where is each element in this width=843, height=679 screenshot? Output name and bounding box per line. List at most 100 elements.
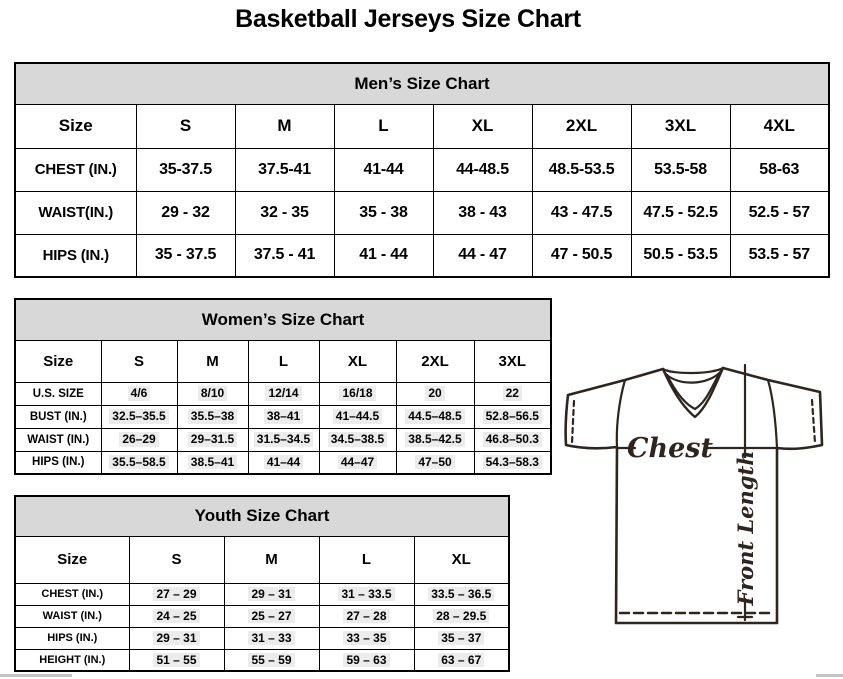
value-cell: 52.5 - 57 <box>729 190 830 235</box>
size-header-cell: XL <box>318 339 397 383</box>
value-cell: 54.3–58.3 <box>473 450 552 475</box>
highlighted-value: 35.5–38 <box>187 409 238 424</box>
size-header-cell: M <box>234 103 335 149</box>
row-label-cell: HEIGHT (IN.) <box>14 648 130 672</box>
row-label-cell: CHEST (IN.) <box>14 147 137 192</box>
highlighted-value: 29 – 31 <box>153 630 200 646</box>
highlighted-value: 33 – 35 <box>343 630 390 646</box>
collar-v-outer <box>661 366 725 419</box>
highlighted-value: 41–44.5 <box>332 409 383 424</box>
highlighted-value: 12/14 <box>265 386 302 401</box>
value-cell: 24 – 25 <box>128 604 225 628</box>
value-cell: 8/10 <box>176 381 249 406</box>
value-cell: 38.5–41 <box>176 450 249 475</box>
highlighted-value: 32.5–35.5 <box>109 409 169 424</box>
value-cell: 4/6 <box>100 381 178 406</box>
value-cell: 44-48.5 <box>432 147 533 192</box>
highlighted-value: 35 – 37 <box>438 630 485 646</box>
front-length-label-backing <box>731 458 758 598</box>
collar-v-inner <box>665 372 721 411</box>
value-cell: 29 - 32 <box>135 190 236 235</box>
horizontal-scrollbar-fragment-right[interactable] <box>816 674 843 677</box>
value-cell: 35 – 37 <box>413 626 510 650</box>
value-cell: 35 - 37.5 <box>135 233 236 278</box>
highlighted-value: 29 – 31 <box>248 586 295 602</box>
value-cell: 38 - 43 <box>432 190 533 235</box>
value-cell: 33.5 – 36.5 <box>413 582 510 606</box>
value-cell: 59 – 63 <box>318 648 415 672</box>
highlighted-value: 44.5–48.5 <box>405 409 465 424</box>
size-header-cell: S <box>128 535 225 584</box>
highlighted-value: 26–29 <box>119 432 159 447</box>
highlighted-value: 38.5–41 <box>187 455 238 470</box>
value-cell: 51 – 55 <box>128 648 225 672</box>
highlighted-value: 34.5–38.5 <box>327 432 388 447</box>
women-chart-title: Women’s Size Chart <box>14 298 552 341</box>
value-cell: 55 – 59 <box>223 648 320 672</box>
row-label-cell: HIPS (IN.) <box>14 626 130 650</box>
highlighted-value: 4/6 <box>127 386 151 401</box>
value-cell: 35.5–58.5 <box>100 450 178 475</box>
value-cell: 53.5-58 <box>630 147 731 192</box>
value-cell: 44 - 47 <box>432 233 533 278</box>
value-cell: 12/14 <box>247 381 320 406</box>
size-header-cell: XL <box>413 535 510 584</box>
highlighted-value: 28 – 29.5 <box>433 608 490 624</box>
size-header-cell: Size <box>14 339 102 383</box>
highlighted-value: 46.8–50.3 <box>482 432 542 447</box>
highlighted-value: 44–47 <box>337 455 378 470</box>
size-header-cell: Size <box>14 103 137 149</box>
highlighted-value: 38–41 <box>263 409 304 424</box>
value-cell: 44–47 <box>318 450 397 475</box>
value-cell: 43 - 47.5 <box>531 190 632 235</box>
value-cell: 31.5–34.5 <box>247 427 320 452</box>
highlighted-value: 52.8–56.5 <box>482 409 542 424</box>
row-label-cell: WAIST(IN.) <box>14 190 137 235</box>
highlighted-value: 33.5 – 36.5 <box>428 586 495 602</box>
value-cell: 38.5–42.5 <box>395 427 475 452</box>
highlighted-value: 41–44 <box>263 455 304 470</box>
value-cell: 37.5 - 41 <box>234 233 335 278</box>
value-cell: 25 – 27 <box>223 604 320 628</box>
value-cell: 33 – 35 <box>318 626 415 650</box>
highlighted-value: 29–31.5 <box>187 432 238 447</box>
highlighted-value: 31.5–34.5 <box>253 432 314 447</box>
highlighted-value: 47–50 <box>415 455 455 470</box>
size-header-cell: Size <box>14 535 130 584</box>
row-label-cell: WAIST (IN.) <box>14 427 102 452</box>
value-cell: 47.5 - 52.5 <box>630 190 731 235</box>
value-cell: 46.8–50.3 <box>473 427 552 452</box>
size-header-cell: 4XL <box>729 103 830 149</box>
value-cell: 16/18 <box>318 381 397 406</box>
size-header-cell: M <box>223 535 320 584</box>
size-header-cell: S <box>100 339 178 383</box>
highlighted-value: 38.5–42.5 <box>405 432 465 447</box>
highlighted-value: 31 – 33.5 <box>338 586 395 602</box>
value-cell: 31 – 33.5 <box>318 582 415 606</box>
value-cell: 50.5 - 53.5 <box>630 233 731 278</box>
value-cell: 44.5–48.5 <box>395 404 475 429</box>
value-cell: 32.5–35.5 <box>100 404 178 429</box>
row-label-cell: U.S. SIZE <box>14 381 102 406</box>
value-cell: 35 - 38 <box>333 190 434 235</box>
value-cell: 58-63 <box>729 147 830 192</box>
value-cell: 53.5 - 57 <box>729 233 830 278</box>
value-cell: 37.5-41 <box>234 147 335 192</box>
value-cell: 27 – 28 <box>318 604 415 628</box>
value-cell: 35-37.5 <box>135 147 236 192</box>
highlighted-value: 16/18 <box>339 386 376 401</box>
size-header-cell: 2XL <box>395 339 475 383</box>
value-cell: 52.8–56.5 <box>473 404 552 429</box>
horizontal-scrollbar-fragment-left[interactable] <box>0 674 72 677</box>
chest-label: Chest <box>627 433 713 464</box>
size-header-cell: L <box>318 535 415 584</box>
row-label-cell: HIPS (IN.) <box>14 233 137 278</box>
highlighted-value: 8/10 <box>197 386 228 401</box>
value-cell: 41-44 <box>333 147 434 192</box>
size-header-cell: 3XL <box>473 339 552 383</box>
highlighted-value: 27 – 28 <box>343 608 390 624</box>
value-cell: 27 – 29 <box>128 582 225 606</box>
value-cell: 28 – 29.5 <box>413 604 510 628</box>
highlighted-value: 54.3–58.3 <box>482 455 542 470</box>
